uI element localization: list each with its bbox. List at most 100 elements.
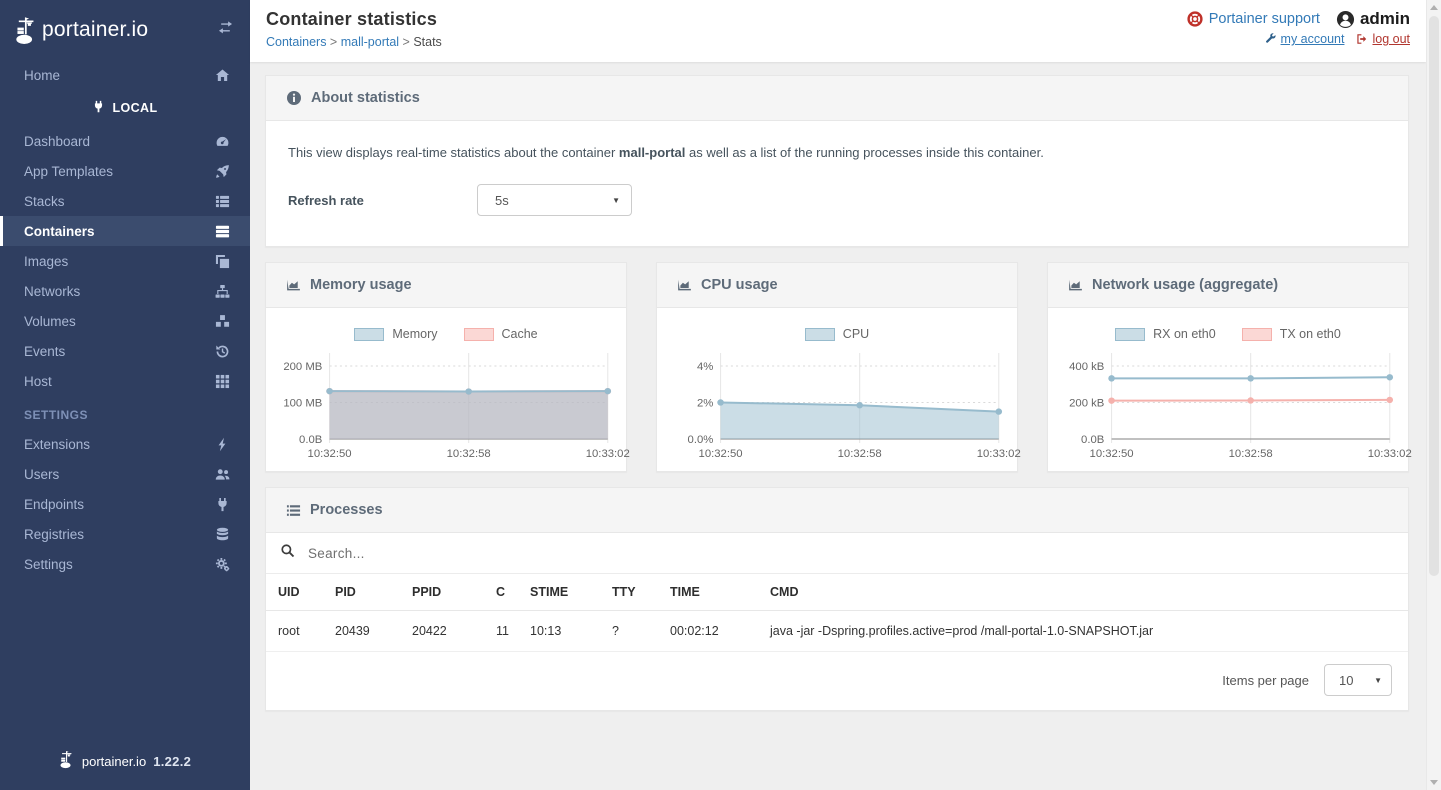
my-account-link[interactable]: my account bbox=[1265, 32, 1345, 46]
cell-tty: ? bbox=[600, 610, 658, 652]
sidebar-item-events[interactable]: Events bbox=[0, 336, 250, 366]
users-icon bbox=[210, 467, 230, 482]
caret-down-icon: ▼ bbox=[612, 195, 620, 205]
sidebar-item-app-templates[interactable]: App Templates bbox=[0, 156, 250, 186]
items-per-page-select[interactable]: 10 ▼ bbox=[1324, 664, 1392, 696]
cpu-chart-legend: CPU bbox=[667, 326, 1007, 342]
history-icon bbox=[210, 344, 230, 359]
breadcrumb-container-link[interactable]: mall-portal bbox=[340, 35, 400, 49]
svg-text:400 kB: 400 kB bbox=[1069, 361, 1104, 373]
network-usage-chart: 0.0B 200 kB 400 kB 10:32:50 10:32:58 10:33:02 bbox=[1069, 353, 1412, 460]
legend-swatch bbox=[463, 327, 494, 341]
process-table-header-row: UID PID PPID C STIME TTY TIME CMD bbox=[266, 574, 1408, 611]
endpoint-selector[interactable]: LOCAL bbox=[0, 90, 250, 126]
column-header-tty[interactable]: TTY bbox=[600, 574, 658, 611]
svg-text:10:32:50: 10:32:50 bbox=[699, 448, 743, 460]
column-header-stime[interactable]: STIME bbox=[518, 574, 600, 611]
refresh-rate-value: 5s bbox=[495, 192, 509, 208]
username-label: admin bbox=[1359, 9, 1410, 28]
logo-text: portainer.io bbox=[42, 18, 149, 41]
process-table: UID PID PPID C STIME TTY TIME CMD root bbox=[266, 574, 1408, 652]
sidebar-item-extensions[interactable]: Extensions bbox=[0, 429, 250, 459]
sidebar-toggle-icon[interactable] bbox=[217, 20, 234, 40]
sidebar-item-label: Endpoints bbox=[24, 496, 85, 512]
refresh-rate-select[interactable]: 5s ▼ bbox=[477, 184, 632, 216]
network-chart-legend: RX on eth0 TX on eth0 bbox=[1058, 326, 1398, 342]
logged-in-user: admin bbox=[1336, 9, 1410, 29]
legend-item[interactable]: Cache bbox=[463, 327, 538, 341]
sidebar-item-dashboard[interactable]: Dashboard bbox=[0, 126, 250, 156]
svg-text:0.0B: 0.0B bbox=[1081, 434, 1104, 446]
sidebar-item-label: Containers bbox=[24, 223, 95, 239]
log-out-link[interactable]: log out bbox=[1356, 32, 1410, 46]
legend-item[interactable]: TX on eth0 bbox=[1241, 327, 1341, 341]
life-ring-icon bbox=[1187, 11, 1203, 27]
search-icon bbox=[280, 543, 295, 563]
memory-chart-legend: Memory Cache bbox=[276, 326, 616, 342]
sidebar-item-volumes[interactable]: Volumes bbox=[0, 306, 250, 336]
process-search-input[interactable] bbox=[306, 544, 726, 562]
legend-swatch bbox=[804, 327, 835, 341]
column-header-cmd[interactable]: CMD bbox=[758, 574, 1408, 611]
container-name: mall-portal bbox=[618, 145, 686, 160]
column-header-uid[interactable]: UID bbox=[266, 574, 323, 611]
svg-text:0.0B: 0.0B bbox=[299, 434, 322, 446]
legend-item[interactable]: CPU bbox=[804, 327, 869, 341]
clone-icon bbox=[210, 254, 230, 269]
cpu-usage-chart: 0.0% 2% 4% 10:32:50 10:32:58 10:33:02 bbox=[688, 353, 1021, 460]
legend-swatch bbox=[354, 327, 385, 341]
sidebar-item-label: Volumes bbox=[24, 313, 76, 329]
portainer-logo-icon bbox=[14, 16, 39, 45]
sidebar-item-label: Host bbox=[24, 373, 52, 389]
svg-text:10:33:02: 10:33:02 bbox=[1368, 448, 1412, 460]
scrollbar-up-arrow[interactable] bbox=[1427, 0, 1441, 15]
tasks-icon bbox=[286, 503, 301, 518]
legend-swatch bbox=[1115, 327, 1146, 341]
legend-label: RX on eth0 bbox=[1153, 327, 1216, 341]
svg-text:10:32:58: 10:32:58 bbox=[447, 448, 491, 460]
sidebar-item-home[interactable]: Home bbox=[0, 60, 250, 90]
sidebar-logo-row: portainer.io bbox=[0, 0, 250, 60]
caret-down-icon: ▼ bbox=[1374, 675, 1382, 685]
scrollbar-down-arrow[interactable] bbox=[1427, 775, 1441, 790]
page-content: About statistics This view displays real… bbox=[250, 62, 1426, 790]
sidebar-item-label: Users bbox=[24, 466, 60, 482]
vertical-scrollbar[interactable] bbox=[1426, 0, 1441, 790]
column-header-ppid[interactable]: PPID bbox=[400, 574, 484, 611]
breadcrumb-containers-link[interactable]: Containers bbox=[266, 35, 327, 49]
about-statistics-body: This view displays real-time statistics … bbox=[266, 121, 1408, 246]
items-per-page-label: Items per page bbox=[1222, 672, 1309, 688]
sidebar-item-containers[interactable]: Containers bbox=[0, 216, 250, 246]
about-statistics-title: About statistics bbox=[311, 90, 420, 106]
svg-text:10:32:50: 10:32:50 bbox=[1090, 448, 1134, 460]
sidebar-item-registries[interactable]: Registries bbox=[0, 519, 250, 549]
breadcrumb-separator: > bbox=[399, 35, 414, 49]
sidebar-item-networks[interactable]: Networks bbox=[0, 276, 250, 306]
column-header-c[interactable]: C bbox=[484, 574, 518, 611]
portainer-support-link[interactable]: Portainer support bbox=[1187, 11, 1320, 27]
sidebar-item-settings[interactable]: Settings bbox=[0, 549, 250, 579]
sidebar-item-label: App Templates bbox=[24, 163, 114, 179]
sidebar-item-host[interactable]: Host bbox=[0, 366, 250, 396]
legend-label: TX on eth0 bbox=[1279, 327, 1341, 341]
cell-uid: root bbox=[266, 610, 323, 652]
th-list-icon bbox=[210, 194, 230, 209]
sidebar-item-images[interactable]: Images bbox=[0, 246, 250, 276]
sidebar-item-endpoints[interactable]: Endpoints bbox=[0, 489, 250, 519]
process-search-row bbox=[266, 533, 1408, 574]
user-circle-icon bbox=[1336, 10, 1355, 29]
sidebar-item-stacks[interactable]: Stacks bbox=[0, 186, 250, 216]
my-account-label: my account bbox=[1280, 32, 1345, 46]
breadcrumb-separator: > bbox=[326, 35, 341, 49]
legend-item[interactable]: Memory bbox=[354, 327, 438, 341]
portainer-logo[interactable]: portainer.io bbox=[14, 16, 148, 45]
column-header-time[interactable]: TIME bbox=[658, 574, 758, 611]
breadcrumb-current: Stats bbox=[413, 35, 442, 49]
scrollbar-thumb[interactable] bbox=[1429, 16, 1439, 576]
column-header-pid[interactable]: PID bbox=[323, 574, 400, 611]
sidebar-item-label: Images bbox=[24, 253, 69, 269]
memory-usage-widget: Memory usage Memory Cache 0.0B 100 MB 200 M… bbox=[265, 262, 630, 472]
sidebar-item-users[interactable]: Users bbox=[0, 459, 250, 489]
legend-item[interactable]: RX on eth0 bbox=[1115, 327, 1216, 341]
